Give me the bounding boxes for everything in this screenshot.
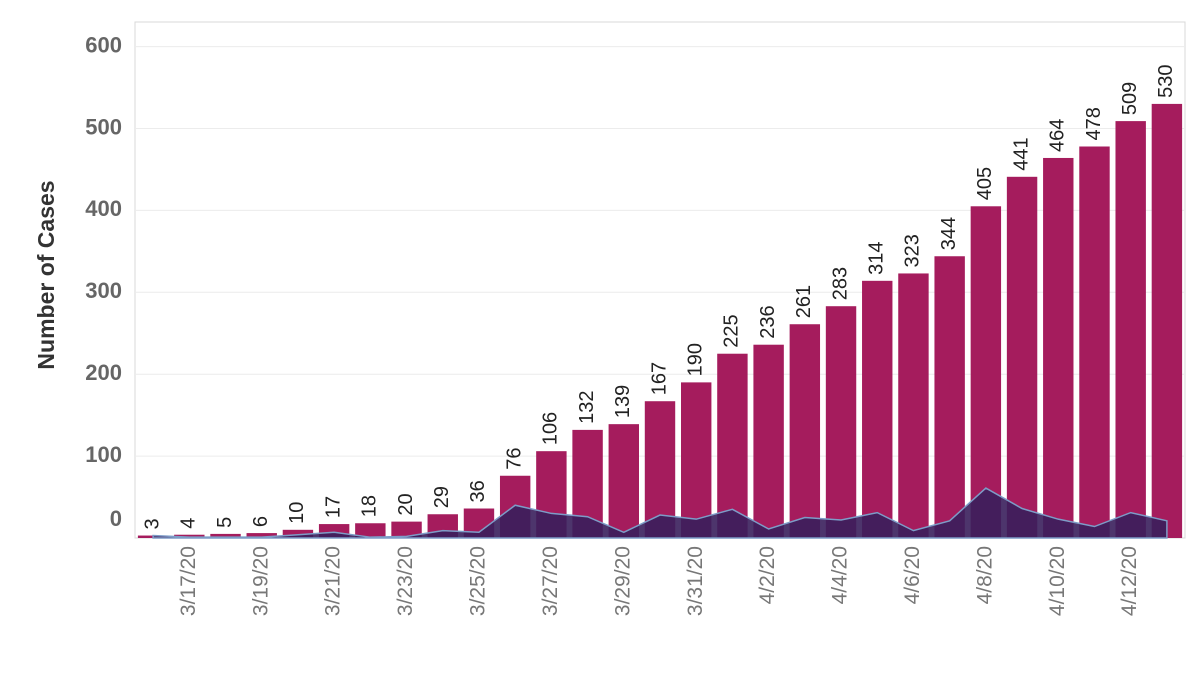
value-label: 236 <box>757 305 779 338</box>
value-label: 314 <box>866 241 888 274</box>
value-label: 10 <box>286 502 308 524</box>
y-axis-title: Number of Cases <box>33 180 59 369</box>
value-label: 478 <box>1083 107 1105 140</box>
bar <box>391 521 422 538</box>
value-label: 36 <box>467 480 489 502</box>
y-tick-label: 200 <box>85 360 122 385</box>
value-label: 5 <box>214 517 236 528</box>
bar <box>753 344 784 538</box>
bar <box>970 206 1002 539</box>
bar <box>681 382 712 538</box>
bar <box>174 534 205 538</box>
x-tick-label: 3/27/20 <box>539 546 562 616</box>
y-tick-label: 600 <box>85 32 122 57</box>
x-tick-label: 4/4/20 <box>829 546 852 604</box>
x-tick-label: 3/23/20 <box>394 546 417 616</box>
bar <box>717 353 748 538</box>
y-tick-label: 100 <box>85 442 122 467</box>
x-tick-label: 3/25/20 <box>467 546 490 616</box>
x-tick-label: 4/12/20 <box>1118 546 1141 616</box>
value-label: 76 <box>503 448 525 470</box>
value-label: 17 <box>322 496 344 518</box>
bar <box>608 424 639 538</box>
value-label: 225 <box>721 314 743 347</box>
bar <box>1115 121 1146 538</box>
value-label: 20 <box>395 493 417 515</box>
bar <box>1151 103 1183 539</box>
bar <box>789 324 821 538</box>
x-tick-label: 3/19/20 <box>249 546 272 616</box>
bar <box>1043 157 1074 538</box>
bar <box>825 306 857 538</box>
bar <box>282 529 314 538</box>
value-label: 29 <box>431 486 453 508</box>
bar <box>210 533 241 538</box>
y-tick-label: 0 <box>110 506 122 531</box>
x-tick-label: 4/8/20 <box>973 546 996 604</box>
value-label: 283 <box>829 267 851 300</box>
y-tick-label: 300 <box>85 278 122 303</box>
value-label: 464 <box>1047 119 1069 152</box>
value-label: 4 <box>178 518 200 529</box>
value-label: 344 <box>938 217 960 250</box>
x-tick-label: 3/21/20 <box>322 546 345 616</box>
value-label: 18 <box>359 495 381 517</box>
value-label: 509 <box>1119 82 1141 115</box>
bar <box>934 256 965 538</box>
value-label: 405 <box>974 167 996 200</box>
y-tick-label: 400 <box>85 196 122 221</box>
y-tick-label: 500 <box>85 114 122 139</box>
value-label: 441 <box>1010 137 1032 170</box>
x-tick-label: 4/2/20 <box>756 546 779 604</box>
value-label: 106 <box>540 412 562 445</box>
bar <box>1006 176 1038 539</box>
value-label: 530 <box>1155 65 1177 98</box>
value-label: 261 <box>793 285 815 318</box>
value-label: 6 <box>250 516 272 527</box>
x-tick-label: 3/31/20 <box>684 546 707 616</box>
x-tick-label: 4/10/20 <box>1046 546 1069 616</box>
value-label: 167 <box>648 362 670 395</box>
x-tick-label: 3/29/20 <box>611 546 634 616</box>
value-label: 3 <box>141 518 163 529</box>
bar <box>246 533 277 538</box>
x-tick-label: 4/6/20 <box>901 546 924 604</box>
value-label: 190 <box>684 343 706 376</box>
bar <box>862 280 893 538</box>
bar <box>355 523 386 538</box>
x-tick-label: 3/17/20 <box>177 546 200 616</box>
value-label: 139 <box>612 385 634 418</box>
value-label: 132 <box>576 391 598 424</box>
value-label: 323 <box>902 234 924 267</box>
bar <box>1079 146 1110 538</box>
area <box>152 487 1168 539</box>
bar <box>898 273 929 538</box>
